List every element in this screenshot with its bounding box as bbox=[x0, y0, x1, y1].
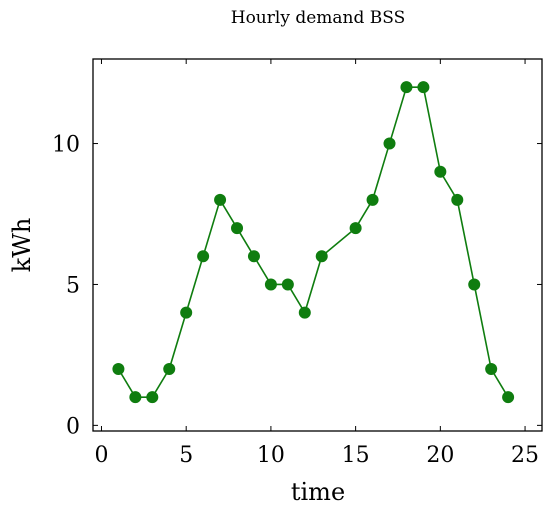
x-tick-label: 5 bbox=[179, 443, 193, 468]
data-point bbox=[129, 391, 142, 404]
data-point bbox=[383, 137, 396, 150]
data-point bbox=[366, 193, 379, 206]
data-point bbox=[417, 81, 430, 94]
data-point bbox=[434, 165, 447, 178]
x-axis-label: time bbox=[291, 478, 345, 506]
axis-ticks bbox=[93, 59, 542, 431]
data-point bbox=[112, 363, 125, 375]
x-tick-label: 0 bbox=[94, 443, 108, 468]
y-tick-label: 5 bbox=[66, 273, 80, 298]
data-point bbox=[146, 391, 159, 404]
data-point bbox=[400, 81, 413, 94]
y-tick-label: 0 bbox=[66, 414, 80, 439]
series-line bbox=[117, 86, 509, 398]
data-point bbox=[349, 222, 362, 235]
chart-title: Hourly demand BSS bbox=[231, 8, 406, 28]
data-point bbox=[264, 278, 277, 291]
data-point bbox=[298, 306, 311, 319]
x-tick-label: 25 bbox=[511, 443, 539, 468]
data-point bbox=[197, 250, 210, 263]
data-point bbox=[281, 278, 294, 291]
x-tick-label: 15 bbox=[342, 443, 370, 468]
data-point bbox=[163, 363, 176, 375]
data-point bbox=[502, 391, 515, 404]
data-point bbox=[180, 306, 193, 319]
y-tick-label: 10 bbox=[52, 133, 80, 158]
plot-frame bbox=[92, 58, 543, 432]
axis-tick-labels: 0 5 10 15 20 25 0 5 10 bbox=[52, 133, 539, 468]
data-point bbox=[247, 250, 260, 263]
x-tick-label: 20 bbox=[426, 443, 454, 468]
data-point bbox=[315, 250, 328, 263]
data-point bbox=[214, 193, 227, 206]
x-tick-label: 10 bbox=[257, 443, 285, 468]
data-point bbox=[451, 193, 464, 206]
data-point bbox=[468, 278, 481, 291]
data-point bbox=[231, 222, 244, 235]
y-axis-label: kWh bbox=[8, 218, 36, 273]
data-point bbox=[485, 363, 498, 375]
series-group bbox=[112, 81, 515, 404]
